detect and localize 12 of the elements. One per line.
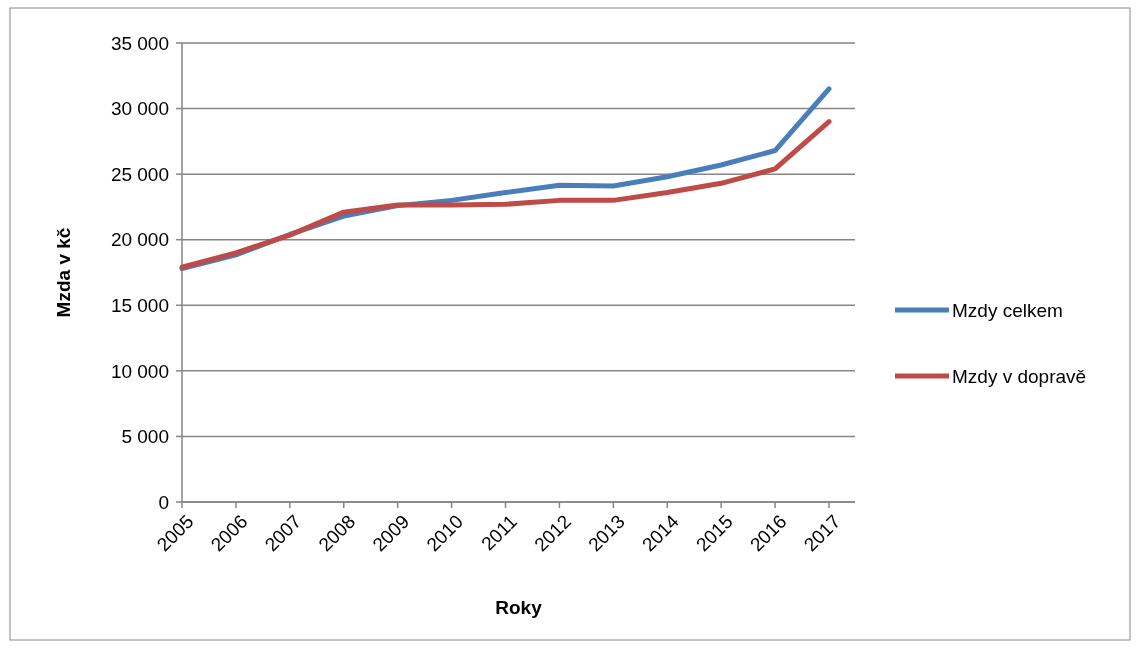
y-tick-label: 0 <box>158 491 169 513</box>
y-tick-label: 5 000 <box>121 426 169 448</box>
y-tick-label: 15 000 <box>110 294 169 316</box>
y-tick-label: 35 000 <box>110 32 169 54</box>
x-axis-title: Roky <box>495 597 543 618</box>
y-tick-label: 20 000 <box>110 229 169 251</box>
legend-label: Mzdy v dopravě <box>952 365 1087 387</box>
y-tick-label: 10 000 <box>110 360 169 382</box>
legend-label: Mzdy celkem <box>952 299 1063 321</box>
y-tick-label: 25 000 <box>110 163 169 185</box>
y-axis-title: Mzda v kč <box>53 227 74 318</box>
y-tick-label: 30 000 <box>110 98 169 120</box>
